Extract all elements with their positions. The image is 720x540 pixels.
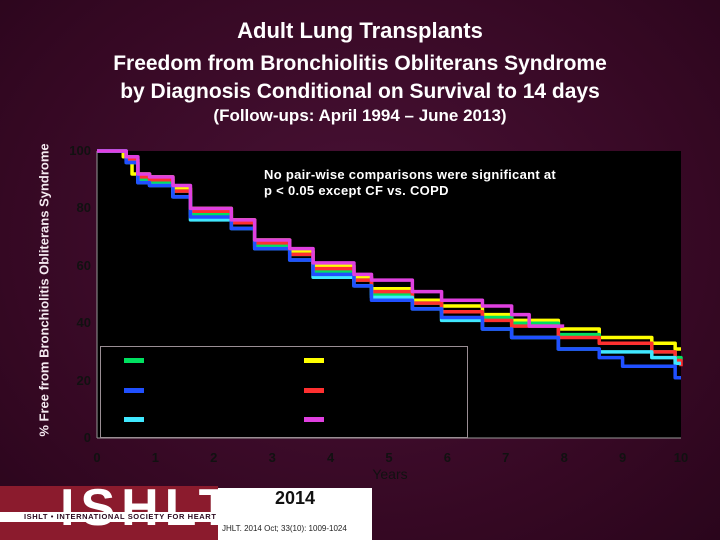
y-tick-label: 100 xyxy=(61,143,91,158)
citation: JHLT. 2014 Oct; 33(10): 1009-1024 xyxy=(222,524,372,533)
legend xyxy=(100,346,468,438)
legend-swatch xyxy=(124,417,144,422)
year-label: 2014 xyxy=(218,488,372,509)
legend-swatch xyxy=(304,417,324,422)
note-line-1: No pair-wise comparisons were significan… xyxy=(264,167,604,183)
significance-note: No pair-wise comparisons were significan… xyxy=(264,167,604,199)
legend-swatch xyxy=(304,388,324,393)
x-tick-label: 4 xyxy=(316,450,346,465)
y-tick-label: 0 xyxy=(61,430,91,445)
x-tick-label: 6 xyxy=(432,450,462,465)
y-tick-label: 60 xyxy=(61,258,91,273)
legend-swatch xyxy=(124,358,144,363)
y-tick-label: 20 xyxy=(61,373,91,388)
x-tick-label: 5 xyxy=(374,450,404,465)
x-axis-label: Years xyxy=(340,466,440,482)
note-line-2: p < 0.05 except CF vs. COPD xyxy=(264,183,604,199)
x-tick-label: 10 xyxy=(666,450,696,465)
x-tick-label: 8 xyxy=(549,450,579,465)
y-tick-label: 80 xyxy=(61,200,91,215)
x-tick-label: 7 xyxy=(491,450,521,465)
x-tick-label: 0 xyxy=(82,450,112,465)
legend-swatch xyxy=(124,388,144,393)
x-tick-label: 1 xyxy=(140,450,170,465)
legend-swatch xyxy=(304,358,324,363)
ishlt-logo: ISHLT xyxy=(60,478,236,538)
x-tick-label: 2 xyxy=(199,450,229,465)
x-tick-label: 3 xyxy=(257,450,287,465)
y-tick-label: 40 xyxy=(61,315,91,330)
x-tick-label: 9 xyxy=(608,450,638,465)
